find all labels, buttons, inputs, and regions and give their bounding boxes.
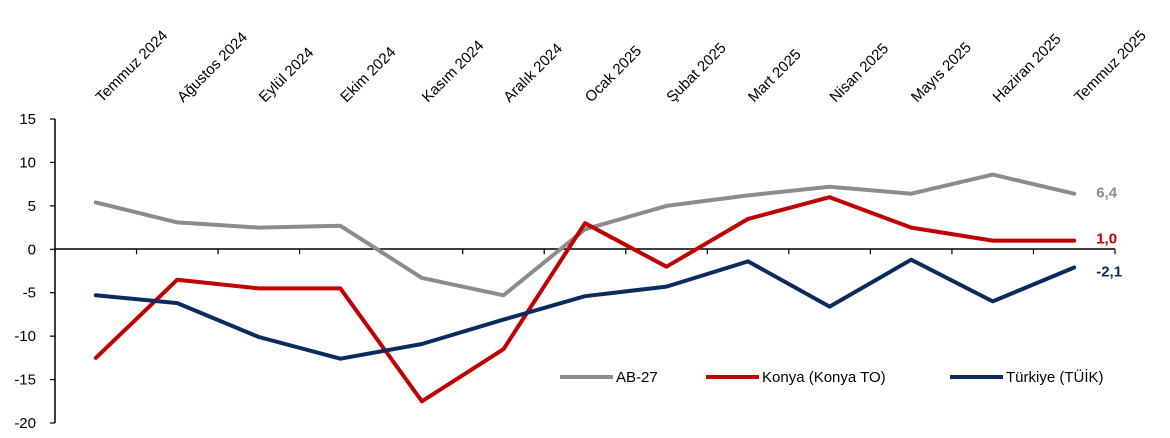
series-end-label: 6,4 [1096,185,1118,202]
x-ticks [54,249,1116,255]
x-tick-label: Temmuz 2024 [93,27,172,106]
end-labels: 6,4 1,0 -2,1 [1096,185,1122,281]
series-line-1 [93,195,1077,404]
series-end-label: -2,1 [1096,264,1122,281]
x-tick-labels: Temmuz 2024 Ağustos 2024 Eylül 2024 Ekim 20… [93,27,1150,106]
y-tick-label: 15 [19,111,36,128]
series-end-label: 1,0 [1096,231,1117,248]
series-line-0 [93,172,1077,298]
legend: AB-27 Konya (Konya TO) Türkiye (TÜİK) [560,368,1104,386]
x-tick-label: Ocak 2025 [582,43,645,106]
y-tick-label: -15 [14,372,36,389]
y-tick-label: 10 [19,154,36,171]
y-tick-label: 5 [28,198,36,215]
series-lines [93,172,1077,404]
legend-label: Türkiye (TÜİK) [1006,368,1104,386]
y-tick-label: -10 [14,328,36,345]
x-tick-label: Haziran 2025 [989,31,1064,106]
y-ticks [50,118,55,424]
x-tick-label: Ekim 2024 [337,44,399,106]
x-tick-label: Nisan 2025 [826,40,892,106]
x-tick-label: Aralık 2024 [500,40,566,106]
x-tick-label: Ağustos 2024 [174,29,251,106]
x-tick-label: Şubat 2025 [663,40,729,106]
y-tick-labels: 15 10 5 0 -5 -10 -15 -20 [14,111,36,432]
x-tick-label: Eylül 2024 [256,44,318,106]
legend-label: Konya (Konya TO) [762,369,886,386]
x-tick-label: Mayıs 2025 [908,39,975,106]
y-tick-label: 0 [28,241,36,258]
legend-label: AB-27 [616,369,658,386]
x-tick-label: Mart 2025 [745,46,805,106]
axes [50,118,1116,424]
series-line-2 [93,257,1077,361]
y-tick-label: -20 [14,415,36,432]
x-tick-label: Temmuz 2025 [1071,27,1150,106]
y-tick-label: -5 [23,285,36,302]
x-tick-label: Kasım 2024 [419,37,488,106]
